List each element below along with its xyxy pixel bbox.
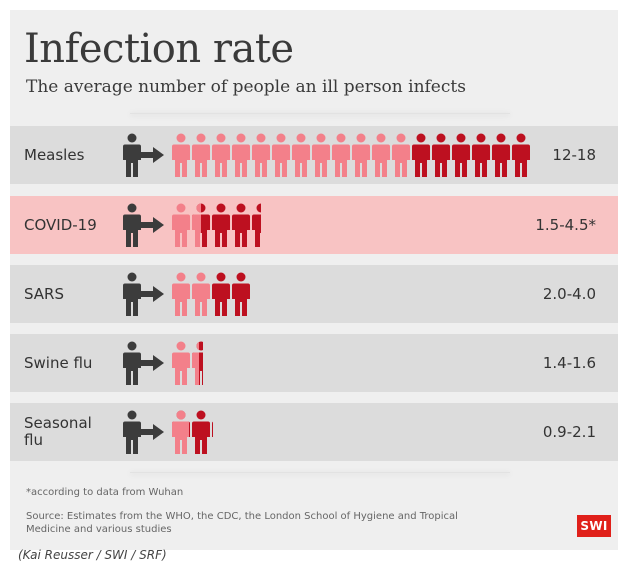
row-value: 1.5-4.5* [535,216,596,234]
low-estimate-person-icon [192,133,210,177]
source-note: Source: Estimates from the WHO, the CDC,… [26,511,458,535]
low-estimate-person-icon [172,272,190,316]
row-label: Swine flu [24,353,93,372]
arrow-right-icon [140,286,164,302]
infected-person-icon [123,133,141,177]
chart-row: COVID-19 1.5-4.5* [10,196,618,254]
chart-row: Seasonal flu 0.9-2.1 [10,403,618,461]
low-estimate-person-icon [172,341,190,385]
low-estimate-person-icon [172,410,189,454]
row-value: 12-18 [552,146,596,164]
high-estimate-person-icon [432,133,450,177]
bottom-divider [130,472,510,473]
image-credit: (Kai Reusser / SWI / SRF) [18,548,167,562]
swi-logo: SWI [577,515,611,537]
chart-row: SARS 2.0-4.0 [10,265,618,323]
row-label: COVID-19 [24,215,97,234]
low-estimate-person-icon [232,133,250,177]
title-divider [130,113,510,114]
row-label: Measles [24,145,85,164]
row-value: 2.0-4.0 [542,285,596,303]
chart-subtitle: The average number of people an ill pers… [26,77,466,97]
low-estimate-person-icon [172,133,190,177]
high-estimate-person-icon [412,133,430,177]
low-estimate-person-icon [172,203,190,247]
low-estimate-person-icon [272,133,290,177]
infected-person-icon [123,341,141,385]
row-value: 0.9-2.1 [542,423,596,441]
low-estimate-person-icon [252,133,270,177]
high-estimate-person-icon [212,203,230,247]
arrow-right-icon [140,424,164,440]
high-estimate-person-icon [232,203,250,247]
low-estimate-person-icon [212,133,230,177]
low-estimate-person-icon [192,272,210,316]
low-estimate-person-icon [192,341,199,385]
low-estimate-person-icon [352,133,370,177]
high-estimate-person-icon [212,421,213,437]
high-estimate-person-icon [472,133,490,177]
high-estimate-person-icon [512,133,530,177]
arrow-right-icon [140,355,164,371]
arrow-right-icon [140,147,164,163]
low-estimate-person-icon [192,203,201,247]
high-estimate-person-icon [212,272,230,316]
high-estimate-person-icon [252,203,261,247]
row-label: Seasonal flu [24,414,92,449]
high-estimate-person-icon [492,133,510,177]
infected-person-icon [123,272,141,316]
row-value: 1.4-1.6 [542,354,596,372]
chart-row: Measles 12-18 [10,126,618,184]
high-estimate-person-icon [192,410,210,454]
row-label: SARS [24,284,65,303]
low-estimate-person-icon [372,133,390,177]
chart-row: Swine flu 1.4-1.6 [10,334,618,392]
low-estimate-person-icon [312,133,330,177]
low-estimate-person-icon [292,133,310,177]
chart-title: Infection rate [24,26,294,72]
low-estimate-person-icon [332,133,350,177]
infected-person-icon [123,410,141,454]
low-estimate-person-icon [392,133,410,177]
high-estimate-person-icon [232,272,250,316]
chart-card: Infection rate The average number of peo… [10,10,618,550]
high-estimate-person-icon [452,133,470,177]
arrow-right-icon [140,217,164,233]
footnote: *according to data from Wuhan [26,487,184,498]
infected-person-icon [123,203,141,247]
